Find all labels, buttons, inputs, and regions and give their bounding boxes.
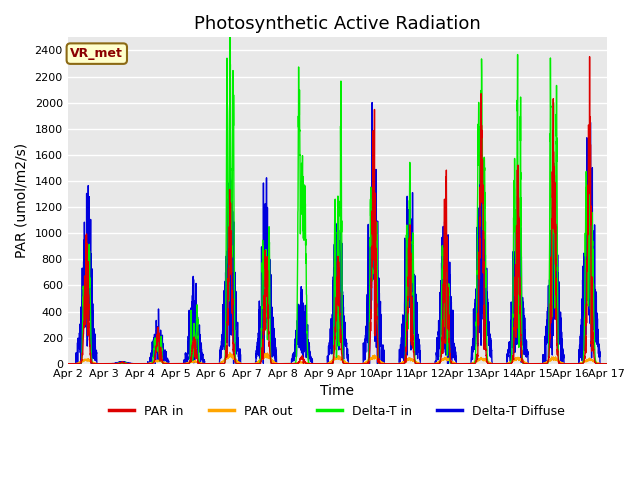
Title: Photosynthetic Active Radiation: Photosynthetic Active Radiation [194, 15, 481, 33]
Legend: PAR in, PAR out, Delta-T in, Delta-T Diffuse: PAR in, PAR out, Delta-T in, Delta-T Dif… [104, 400, 570, 423]
Y-axis label: PAR (umol/m2/s): PAR (umol/m2/s) [15, 143, 29, 258]
X-axis label: Time: Time [320, 384, 354, 398]
Text: VR_met: VR_met [70, 47, 124, 60]
